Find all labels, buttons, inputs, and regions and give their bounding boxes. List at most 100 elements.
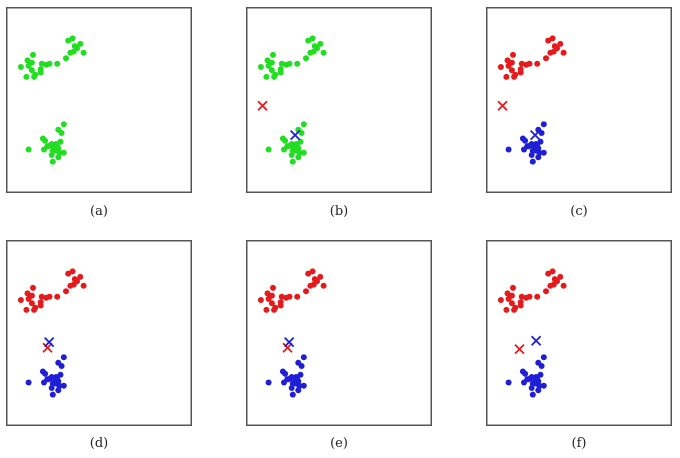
data-point [263, 73, 270, 80]
panel-f-caption: (f) [571, 436, 587, 451]
data-point [505, 146, 512, 153]
data-point [300, 354, 307, 361]
data-point [270, 51, 276, 58]
data-point [303, 288, 309, 295]
panel-e [246, 240, 432, 426]
data-point [272, 304, 279, 311]
data-point [270, 284, 276, 291]
data-point [534, 293, 541, 300]
data-point [297, 138, 304, 145]
centroid-cross-icon [530, 335, 542, 346]
panel-f [486, 240, 672, 426]
data-point [268, 300, 275, 307]
panel-e-caption: (e) [330, 436, 348, 451]
data-point [503, 73, 510, 80]
data-point [298, 130, 305, 136]
data-point [17, 64, 24, 70]
data-point [508, 67, 515, 74]
data-point [286, 60, 293, 67]
data-point [46, 293, 53, 300]
data-point [290, 145, 297, 152]
data-point [268, 67, 275, 74]
panel-d-caption: (d) [89, 436, 109, 451]
data-point [77, 40, 84, 47]
data-point [279, 368, 286, 375]
data-point [60, 382, 67, 389]
centroid-cross-icon [289, 129, 301, 141]
data-point [540, 121, 547, 128]
data-point [49, 158, 56, 165]
data-point [268, 292, 275, 299]
data-point [23, 306, 30, 313]
data-point [63, 55, 69, 62]
data-point [309, 268, 316, 275]
centroid-cross-icon [284, 336, 295, 348]
data-point [257, 297, 264, 303]
data-point [300, 149, 307, 156]
data-point [289, 158, 296, 165]
data-point [510, 284, 516, 291]
data-point [57, 371, 64, 378]
data-point [69, 35, 76, 42]
data-point [80, 282, 87, 289]
data-point [17, 297, 24, 303]
panel-a [6, 7, 192, 193]
data-point [517, 66, 524, 73]
data-point [512, 304, 519, 311]
data-point [560, 282, 567, 289]
data-point [543, 55, 549, 62]
data-point [314, 45, 320, 52]
panel-b-plot [246, 7, 432, 193]
panel-c-caption: (c) [570, 204, 588, 219]
data-point [58, 130, 65, 136]
data-point [526, 293, 533, 300]
data-point [25, 146, 32, 153]
data-point [37, 299, 44, 306]
data-point [303, 55, 309, 62]
data-point [508, 292, 515, 299]
data-point [74, 278, 80, 285]
data-point [554, 278, 560, 285]
panel-a-plot [6, 7, 192, 193]
data-point [503, 306, 510, 313]
data-point [510, 51, 516, 58]
data-point [277, 66, 284, 73]
centroid-cross-icon [257, 100, 268, 111]
data-point [32, 304, 39, 311]
data-point [279, 135, 286, 142]
data-point [557, 40, 564, 47]
data-point [300, 382, 307, 389]
data-point [286, 293, 293, 300]
data-point [526, 60, 533, 67]
centroid-cross-icon [44, 336, 55, 348]
data-point [529, 391, 536, 398]
data-point [317, 40, 324, 47]
panel-c-plot [486, 7, 672, 193]
data-point [538, 130, 545, 136]
data-point [46, 60, 53, 67]
data-point [517, 299, 524, 306]
data-point [534, 60, 541, 67]
data-point [314, 278, 320, 285]
data-point [497, 64, 504, 70]
panel-d [6, 240, 192, 426]
data-point [32, 71, 39, 78]
panel-a-caption: (a) [90, 204, 108, 219]
data-point [60, 354, 67, 361]
data-point [39, 135, 46, 142]
data-point [289, 391, 296, 398]
data-point [519, 368, 526, 375]
data-point [537, 371, 544, 378]
data-point [297, 371, 304, 378]
data-point [69, 268, 76, 275]
data-point [549, 35, 556, 42]
data-point [560, 49, 567, 56]
data-point [60, 149, 67, 156]
data-point [512, 71, 519, 78]
data-point [540, 149, 547, 156]
data-point [538, 363, 545, 369]
centroid-cross-icon [514, 344, 525, 355]
data-point [554, 45, 560, 52]
panel-e-plot [246, 240, 432, 426]
data-point [298, 363, 305, 369]
